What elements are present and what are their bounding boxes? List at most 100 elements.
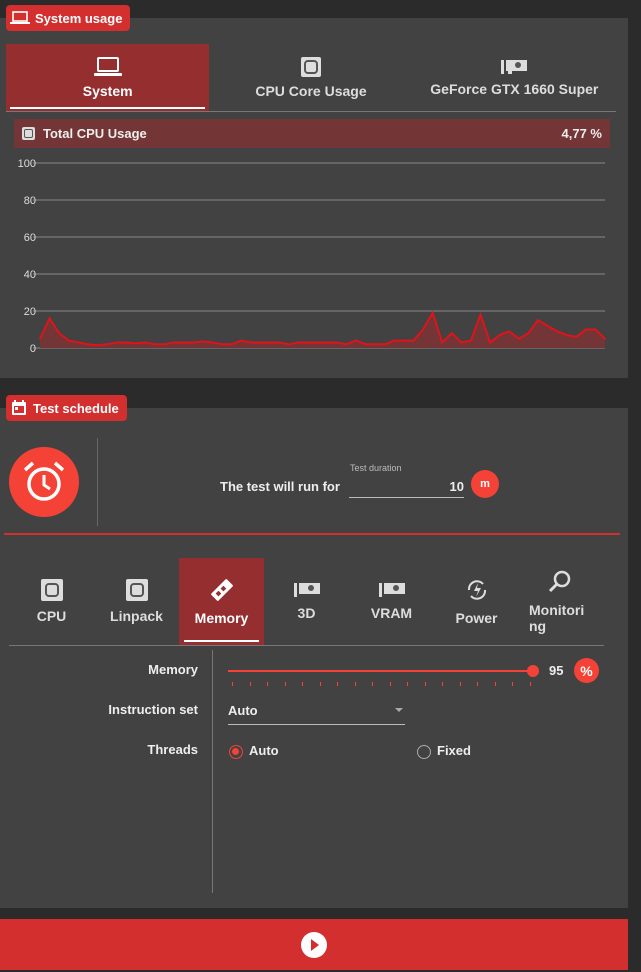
tab-vram[interactable]: VRAM: [349, 558, 434, 645]
data-point: [508, 330, 511, 333]
unit-minutes-button[interactable]: m: [471, 470, 499, 498]
tab-cpu-core-usage[interactable]: CPU Core Usage: [209, 44, 412, 111]
data-point: [144, 341, 147, 344]
data-point: [316, 341, 319, 344]
data-point: [422, 328, 424, 331]
duration-input[interactable]: 10: [349, 476, 464, 498]
gpu-card-icon: [378, 582, 405, 601]
laptop-icon: [93, 56, 122, 76]
threads-fixed-radio[interactable]: Fixed: [417, 743, 471, 759]
percent-label: %: [580, 662, 593, 679]
tab-system[interactable]: System: [6, 44, 210, 111]
y-tick-label: 100: [18, 158, 36, 170]
cpu-chip-icon: [40, 579, 63, 604]
tab-power[interactable]: Power: [434, 558, 519, 645]
gpu-card-icon: [293, 582, 320, 601]
tab-memory[interactable]: Memory: [179, 558, 264, 645]
data-point: [67, 339, 70, 342]
radio-label: Auto: [249, 743, 279, 758]
memory-slider[interactable]: [228, 670, 532, 672]
data-point: [240, 339, 242, 342]
slider-tick: [372, 682, 373, 686]
tab-3d[interactable]: 3D: [264, 558, 349, 645]
data-point: [39, 337, 41, 340]
data-point: [87, 343, 89, 346]
tab-label: System: [82, 82, 133, 99]
data-point: [546, 325, 549, 327]
threads-label: Threads: [147, 742, 198, 757]
play-icon: [301, 931, 327, 958]
instruction-set-label: Instruction set: [108, 702, 198, 717]
radio-selected-icon: [229, 744, 243, 759]
threads-auto-radio[interactable]: Auto: [229, 743, 279, 759]
y-tick-label: 0: [30, 343, 36, 355]
data-point: [307, 341, 309, 344]
data-point: [364, 343, 367, 346]
data-point: [383, 343, 386, 346]
data-point: [211, 341, 214, 344]
data-point: [259, 341, 262, 344]
slider-tick: [337, 682, 338, 686]
tab-label: CPU: [36, 608, 67, 624]
data-point: [355, 339, 357, 342]
data-point: [498, 334, 501, 336]
tab-cpu[interactable]: CPU: [9, 558, 94, 645]
badge-label: System usage: [35, 10, 123, 26]
instruction-set-value: Auto: [228, 703, 258, 718]
tab-monitoring[interactable]: Monitoring: [519, 558, 599, 645]
system-usage-panel: System CPU Core Usage GeForce GTX 1660 S…: [0, 18, 628, 378]
data-point: [48, 317, 51, 320]
start-test-button[interactable]: [0, 919, 628, 970]
data-point: [336, 341, 338, 344]
tab-label: GeForce GTX 1660 Super: [430, 80, 599, 97]
system-tabs: System CPU Core Usage GeForce GTX 1660 S…: [6, 44, 616, 112]
memory-label: Memory: [148, 662, 198, 677]
cpu-chip-icon: [125, 579, 148, 604]
data-point: [134, 342, 137, 345]
data-point: [575, 336, 578, 338]
data-point: [163, 343, 166, 346]
slider-tick: [459, 682, 461, 686]
y-tick-label: 80: [24, 195, 36, 207]
slider-tick: [284, 682, 286, 686]
alarm-clock-icon: [9, 447, 79, 517]
y-tick-label: 40: [24, 269, 36, 281]
slider-tick: [494, 682, 496, 686]
data-point: [470, 339, 472, 342]
slider-tick: [389, 682, 391, 686]
slider-tick: [407, 682, 408, 686]
data-point: [182, 341, 185, 344]
cpu-usage-chart: 100 80 60 40 20 0: [18, 158, 606, 355]
unit-label: m: [480, 478, 490, 490]
duration-value: 10: [449, 479, 464, 494]
data-point: [460, 341, 463, 344]
instruction-set-select[interactable]: Auto: [228, 700, 405, 725]
chevron-down-icon: [395, 708, 403, 716]
percent-unit-button[interactable]: %: [574, 658, 599, 683]
data-point: [77, 341, 80, 344]
memory-stick-icon: [209, 577, 235, 606]
data-point: [58, 332, 60, 335]
slider-tick: [477, 682, 478, 686]
data-point: [537, 319, 539, 322]
test-tabs: CPU Linpack Memory 3D VRAM Power Monitoring: [9, 558, 604, 646]
tab-label: Memory: [194, 610, 249, 626]
tab-gpu[interactable]: GeForce GTX 1660 Super: [413, 44, 616, 111]
data-point: [249, 341, 252, 344]
cpu-usage-area: [40, 312, 605, 348]
tab-label: 3D: [297, 605, 316, 621]
slider-tick: [442, 682, 443, 686]
magnifier-icon: [546, 569, 572, 598]
data-point: [556, 330, 558, 333]
data-point: [403, 339, 405, 342]
cpu-usage-label: Total CPU Usage: [43, 126, 147, 141]
data-point: [450, 332, 453, 335]
test-schedule-badge: Test schedule: [6, 395, 127, 421]
data-point: [201, 340, 204, 343]
slider-tick: [232, 682, 233, 686]
data-point: [604, 337, 606, 340]
radio-unselected-icon: [417, 744, 431, 759]
tab-label: VRAM: [370, 605, 413, 621]
memory-slider-handle[interactable]: [527, 665, 539, 677]
tab-linpack[interactable]: Linpack: [94, 558, 179, 645]
